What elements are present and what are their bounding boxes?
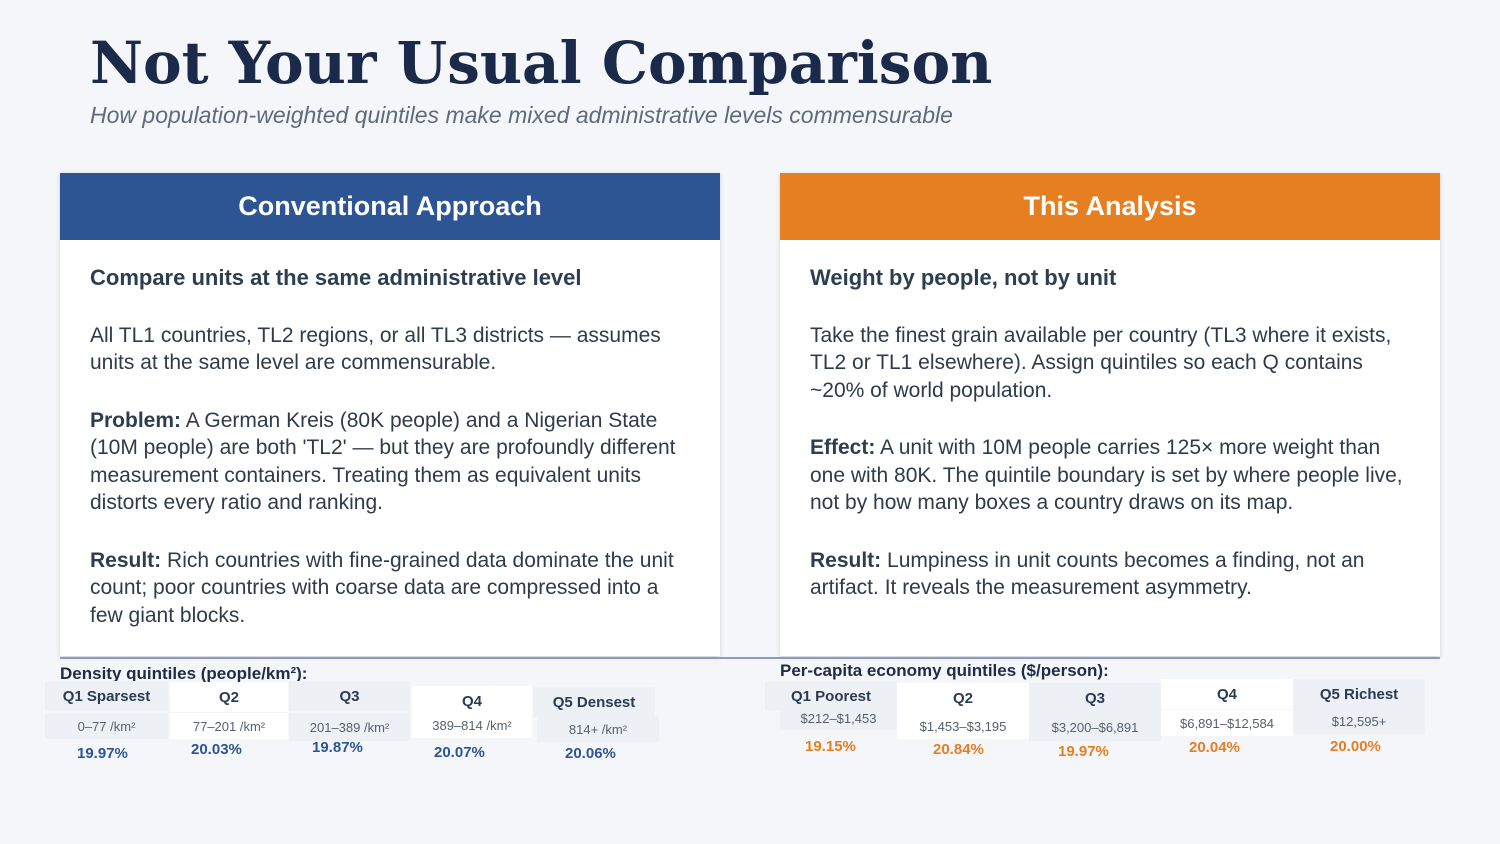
density-q1-pct: 19.97% (77, 745, 128, 762)
density-q4-range: 389–814 /km² (412, 712, 532, 738)
conventional-approach-card: Conventional Approach Compare units at t… (60, 173, 720, 656)
economy-q2-pct: 20.84% (933, 741, 984, 758)
conventional-result-text: Rich countries with fine-grained data do… (90, 548, 674, 627)
economy-q4-pct: 20.04% (1189, 739, 1240, 756)
conventional-approach-header: Conventional Approach (60, 173, 720, 240)
conventional-lead: Compare units at the same administrative… (90, 265, 582, 290)
density-q5-pct: 20.06% (565, 745, 616, 762)
analysis-result-text: Lumpiness in unit counts becomes a findi… (810, 548, 1365, 600)
effect-text: A unit with 10M people carries 125× more… (810, 436, 1403, 514)
economy-q1-range: $212–$1,453 (780, 706, 897, 730)
economy-q2-range: $1,453–$3,195 (897, 713, 1029, 739)
analysis-effect: Effect: A unit with 10M people carries 1… (810, 434, 1410, 517)
economy-q5-range: $12,595+ (1293, 708, 1425, 734)
density-q5-name: Q5 Densest (533, 687, 655, 717)
analysis-result-label: Result: (810, 548, 882, 572)
density-q3-range: 201–389 /km² (289, 713, 410, 741)
conventional-description: All TL1 countries, TL2 regions, or all T… (90, 323, 661, 375)
page-title: Not Your Usual Comparison (90, 29, 993, 97)
density-quintiles-label: Density quintiles (people/km²): (60, 664, 308, 683)
this-analysis-card: This Analysis Weight by people, not by u… (780, 173, 1440, 656)
problem-text: A German Kreis (80K people) and a Nigeri… (90, 408, 676, 515)
density-q2-name: Q2 (170, 682, 288, 712)
density-q4-pct: 20.07% (434, 744, 485, 761)
economy-quintiles-label: Per-capita economy quintiles ($/person): (780, 661, 1109, 680)
economy-q3-range: $3,200–$6,891 (1029, 713, 1161, 741)
economy-q3-pct: 19.97% (1058, 743, 1109, 760)
problem-label: Problem: (90, 408, 182, 432)
economy-q1-pct: 19.15% (805, 738, 856, 755)
density-q1-name: Q1 Sparsest (45, 681, 168, 711)
this-analysis-header: This Analysis (780, 173, 1440, 240)
conventional-problem: Problem: A German Kreis (80K people) and… (90, 407, 690, 517)
this-analysis-body: Weight by people, not by unit Take the f… (780, 240, 1440, 602)
conventional-approach-body: Compare units at the same administrative… (60, 240, 720, 629)
density-q2-pct: 20.03% (191, 741, 242, 758)
economy-q4-range: $6,891–$12,584 (1161, 710, 1293, 736)
page-subtitle: How population-weighted quintiles make m… (90, 102, 953, 128)
density-q5-range: 814+ /km² (537, 716, 659, 742)
conventional-result-label: Result: (90, 548, 162, 572)
conventional-result: Result: Rich countries with fine-grained… (90, 547, 690, 630)
effect-label: Effect: (810, 436, 876, 459)
density-q3-name: Q3 (289, 681, 410, 711)
analysis-result: Result: Lumpiness in unit counts becomes… (810, 547, 1410, 602)
economy-q5-pct: 20.00% (1330, 738, 1381, 755)
economy-q2-name: Q2 (897, 683, 1029, 713)
economy-q4-name: Q4 (1161, 679, 1293, 709)
economy-q3-name: Q3 (1029, 683, 1161, 713)
analysis-description: Take the finest grain available per coun… (810, 323, 1392, 402)
section-divider (60, 657, 1440, 659)
economy-q5-name: Q5 Richest (1293, 679, 1425, 709)
density-q3-pct: 19.87% (312, 739, 363, 756)
analysis-lead: Weight by people, not by unit (810, 265, 1117, 290)
density-q2-range: 77–201 /km² (170, 713, 288, 739)
density-q1-range: 0–77 /km² (45, 713, 168, 739)
density-q4-name: Q4 (412, 686, 532, 716)
